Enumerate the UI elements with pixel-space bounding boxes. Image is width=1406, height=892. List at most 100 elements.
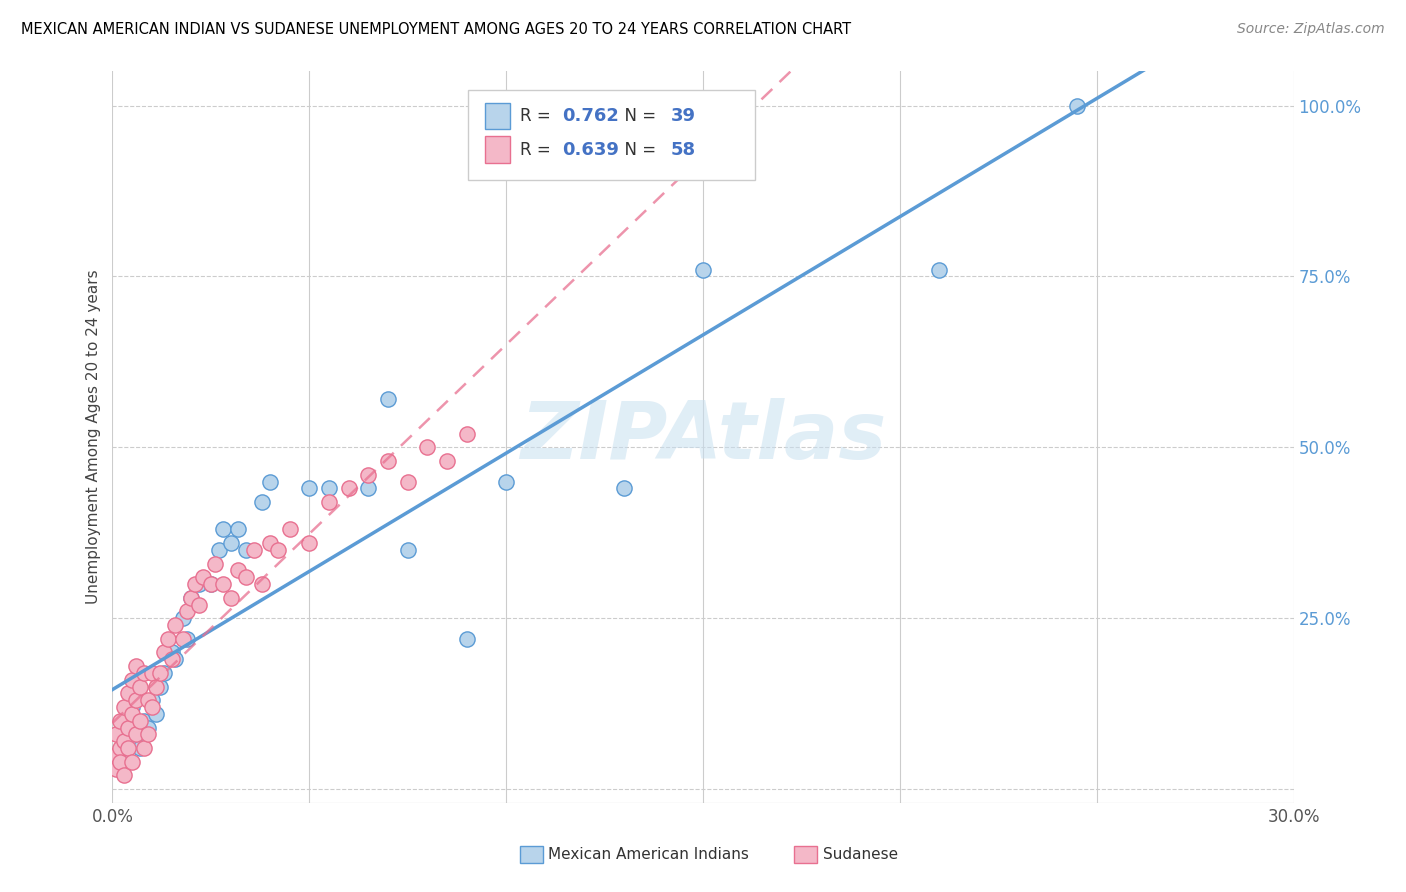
Point <box>180 591 202 605</box>
Point <box>176 604 198 618</box>
Point <box>112 700 135 714</box>
Point <box>208 542 231 557</box>
Point <box>132 665 155 680</box>
Y-axis label: Unemployment Among Ages 20 to 24 years: Unemployment Among Ages 20 to 24 years <box>86 269 101 605</box>
Point <box>141 700 163 714</box>
Point <box>129 741 152 756</box>
Point <box>692 262 714 277</box>
Point <box>250 577 273 591</box>
Point <box>200 577 222 591</box>
Point <box>495 475 517 489</box>
Point <box>129 714 152 728</box>
Text: ZIPAtlas: ZIPAtlas <box>520 398 886 476</box>
Point <box>357 481 380 495</box>
Point <box>165 652 187 666</box>
Text: 58: 58 <box>671 141 696 159</box>
Point <box>613 481 636 495</box>
Point <box>235 570 257 584</box>
Text: Source: ZipAtlas.com: Source: ZipAtlas.com <box>1237 22 1385 37</box>
Point <box>377 392 399 407</box>
Point <box>117 755 139 769</box>
Point <box>112 768 135 782</box>
Point <box>298 481 321 495</box>
Point <box>259 536 281 550</box>
Point <box>125 727 148 741</box>
Point <box>250 495 273 509</box>
Point <box>152 665 174 680</box>
Point <box>298 536 321 550</box>
Text: Mexican American Indians: Mexican American Indians <box>548 847 749 862</box>
Point <box>267 542 290 557</box>
Point <box>129 680 152 694</box>
Point <box>117 741 139 756</box>
Text: 0.639: 0.639 <box>562 141 619 159</box>
Text: 39: 39 <box>671 107 696 125</box>
Text: N =: N = <box>614 107 662 125</box>
FancyBboxPatch shape <box>485 136 510 163</box>
Point <box>136 727 159 741</box>
Point <box>112 734 135 748</box>
Point <box>204 557 226 571</box>
Point <box>145 680 167 694</box>
Point <box>125 659 148 673</box>
Point <box>191 570 214 584</box>
Text: R =: R = <box>520 107 555 125</box>
Point <box>211 577 233 591</box>
Point <box>105 747 128 762</box>
Point <box>396 542 419 557</box>
Point <box>121 727 143 741</box>
Text: MEXICAN AMERICAN INDIAN VS SUDANESE UNEMPLOYMENT AMONG AGES 20 TO 24 YEARS CORRE: MEXICAN AMERICAN INDIAN VS SUDANESE UNEM… <box>21 22 851 37</box>
Point <box>125 734 148 748</box>
Point <box>318 481 340 495</box>
Point <box>132 741 155 756</box>
Point <box>117 686 139 700</box>
Point <box>149 680 172 694</box>
Point <box>152 645 174 659</box>
Text: Sudanese: Sudanese <box>823 847 897 862</box>
Point <box>235 542 257 557</box>
Point <box>172 632 194 646</box>
Point <box>117 721 139 735</box>
Point <box>278 522 301 536</box>
Point <box>121 706 143 721</box>
Point <box>105 747 128 762</box>
Point <box>110 762 132 776</box>
Point <box>396 475 419 489</box>
Point <box>436 454 458 468</box>
Point <box>136 721 159 735</box>
Point <box>176 632 198 646</box>
FancyBboxPatch shape <box>485 103 510 129</box>
Point <box>112 741 135 756</box>
Point <box>188 577 211 591</box>
Point <box>105 762 128 776</box>
Text: N =: N = <box>614 141 662 159</box>
Point <box>160 645 183 659</box>
Point <box>1066 98 1088 112</box>
Point <box>165 618 187 632</box>
Point <box>141 693 163 707</box>
Point <box>132 714 155 728</box>
Point <box>928 262 950 277</box>
Point <box>145 706 167 721</box>
Point <box>416 440 439 454</box>
Point <box>110 714 132 728</box>
Point <box>149 665 172 680</box>
Point <box>188 598 211 612</box>
Point <box>121 700 143 714</box>
Point <box>121 673 143 687</box>
Point <box>377 454 399 468</box>
Point <box>219 591 242 605</box>
Point <box>184 577 207 591</box>
FancyBboxPatch shape <box>468 90 755 180</box>
Point <box>456 426 478 441</box>
Point <box>456 632 478 646</box>
Point <box>141 665 163 680</box>
Point <box>160 652 183 666</box>
Point <box>259 475 281 489</box>
Point <box>136 693 159 707</box>
Point <box>110 741 132 756</box>
Point <box>337 481 360 495</box>
Text: 0.762: 0.762 <box>562 107 619 125</box>
Point <box>318 495 340 509</box>
Point <box>156 632 179 646</box>
